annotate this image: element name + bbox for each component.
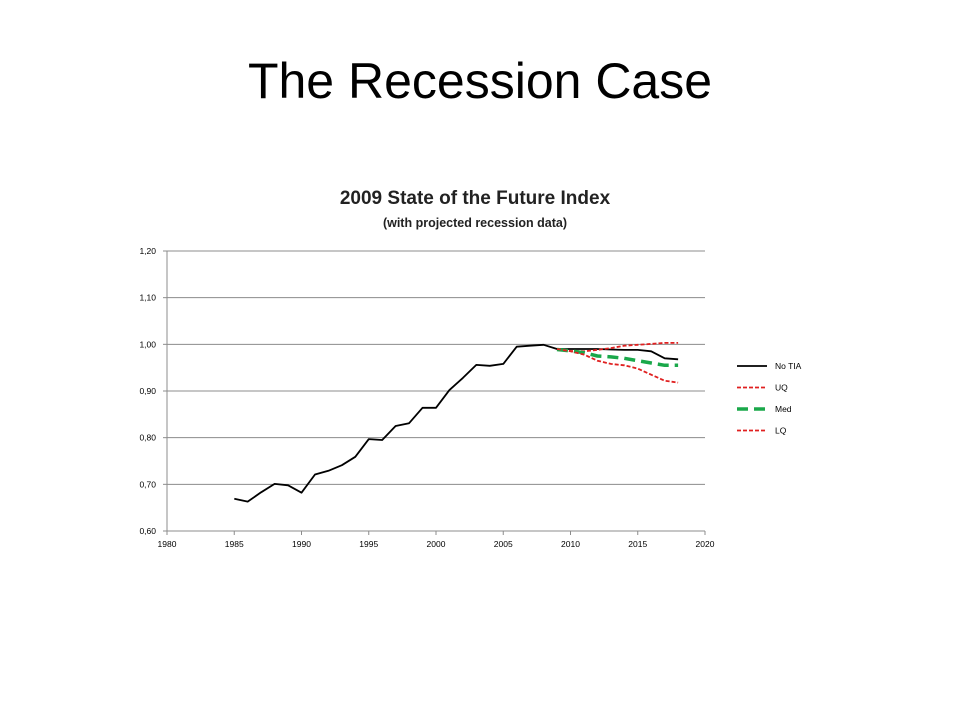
chart-subtitle: (with projected recession data): [382, 216, 568, 230]
slide-title: The Recession Case: [247, 53, 713, 109]
y-tick-label: 1,00: [139, 339, 156, 349]
x-tick-label: 2005: [494, 539, 513, 549]
x-tick-label: 1990: [292, 539, 311, 549]
y-tick-label: 1,20: [139, 246, 156, 256]
axes: [163, 250, 706, 535]
x-tick-label: 1995: [359, 539, 378, 549]
y-tick-label: 0,80: [139, 433, 156, 443]
series-line-med: [556, 347, 679, 368]
x-tick-label: 2000: [427, 539, 446, 549]
y-tick-label: 0,90: [139, 386, 156, 396]
y-tick-label: 1,10: [139, 293, 156, 303]
legend: No TIA UQ Med LQ: [737, 361, 802, 436]
x-tick-label: 1980: [158, 539, 177, 549]
x-tick-label: 2010: [561, 539, 580, 549]
chart-title: 2009 State of the Future Index: [339, 188, 611, 209]
x-tick-label: 2015: [628, 539, 647, 549]
series-line-no-tia: [234, 343, 679, 503]
legend-label: Med: [775, 404, 792, 414]
legend-label: UQ: [775, 383, 788, 393]
legend-label: No TIA: [775, 361, 802, 371]
series-lines: [234, 341, 679, 503]
y-tick-label: 0,70: [139, 479, 156, 489]
gridlines: [167, 250, 705, 532]
legend-label: LQ: [775, 426, 787, 436]
tick-labels: 0,60 0,70 0,80 0,90 1,00 1,10 1,20 1980 1985 1990…: [139, 246, 714, 549]
x-tick-label: 1985: [225, 539, 244, 549]
series-line-lq: [556, 348, 679, 384]
x-tick-label: 2020: [696, 539, 715, 549]
y-tick-label: 0,60: [139, 526, 156, 536]
